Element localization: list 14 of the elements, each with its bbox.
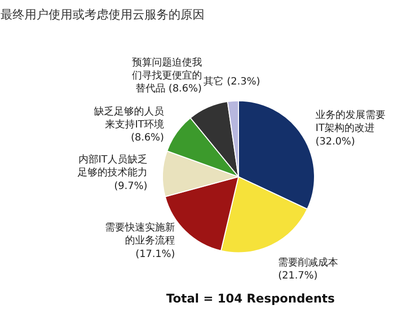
chart-title: 最终用户使用或考虑使用云服务的原因 [0, 8, 204, 22]
slice-label: 需要快速实施新的业务流程 [105, 221, 176, 247]
slice-label: 内部IT人员缺乏足够的技术能力 [77, 153, 148, 179]
slice-label: 其它 (2.3%) [204, 75, 260, 88]
slice-label: 预算问题迫使我们寻找更便宜的替代品 (8.6%) [132, 56, 202, 95]
slice-label: 缺乏足够的人员来支持IT环境 [94, 105, 164, 130]
text: Total = 104 Respondents [166, 291, 335, 306]
slice-label: 业务的发展需要IT架构的改进 [316, 109, 386, 134]
data-label: (17.1%) [135, 248, 176, 260]
data-label: (9.7%) [114, 180, 148, 192]
data-label: (32.0%) [316, 136, 356, 148]
slice-label: 需要削减成本 [278, 256, 338, 269]
data-label: (21.7%) [278, 270, 318, 282]
data-label: (8.6%) [130, 132, 164, 144]
